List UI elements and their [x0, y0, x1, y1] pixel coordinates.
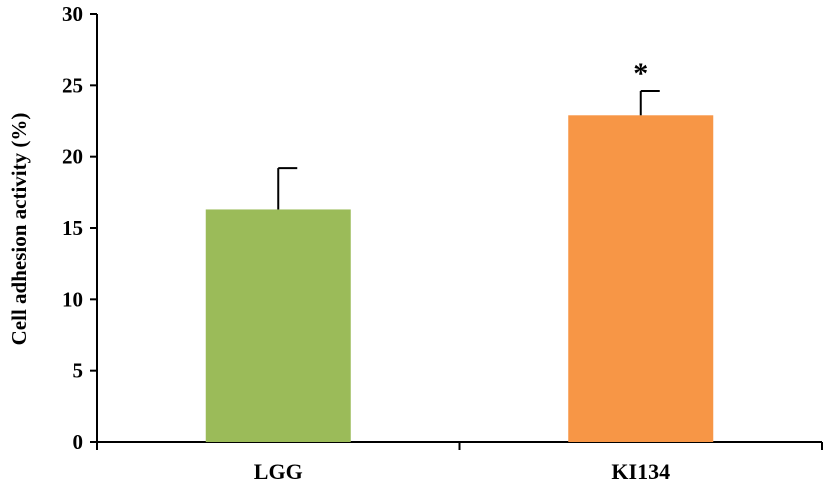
y-tick-label: 0 [73, 430, 84, 454]
y-tick-label: 10 [62, 287, 83, 311]
plot-area: 0 5 10 15 20 25 30 LGG * KI134 [62, 2, 823, 484]
y-tick-label: 5 [73, 359, 84, 383]
y-tick-label: 15 [62, 216, 83, 240]
y-tick-label: 30 [62, 2, 83, 26]
y-tick-label: 25 [62, 73, 83, 97]
significance-marker: * [633, 57, 648, 90]
x-tick-label: KI134 [611, 459, 670, 484]
bar-ki134 [568, 115, 714, 442]
bar-lgg [205, 209, 351, 442]
x-tick-label: LGG [254, 459, 303, 484]
y-tick-label: 20 [62, 145, 83, 169]
y-axis-title: Cell adhesion activity (%) [7, 113, 31, 346]
